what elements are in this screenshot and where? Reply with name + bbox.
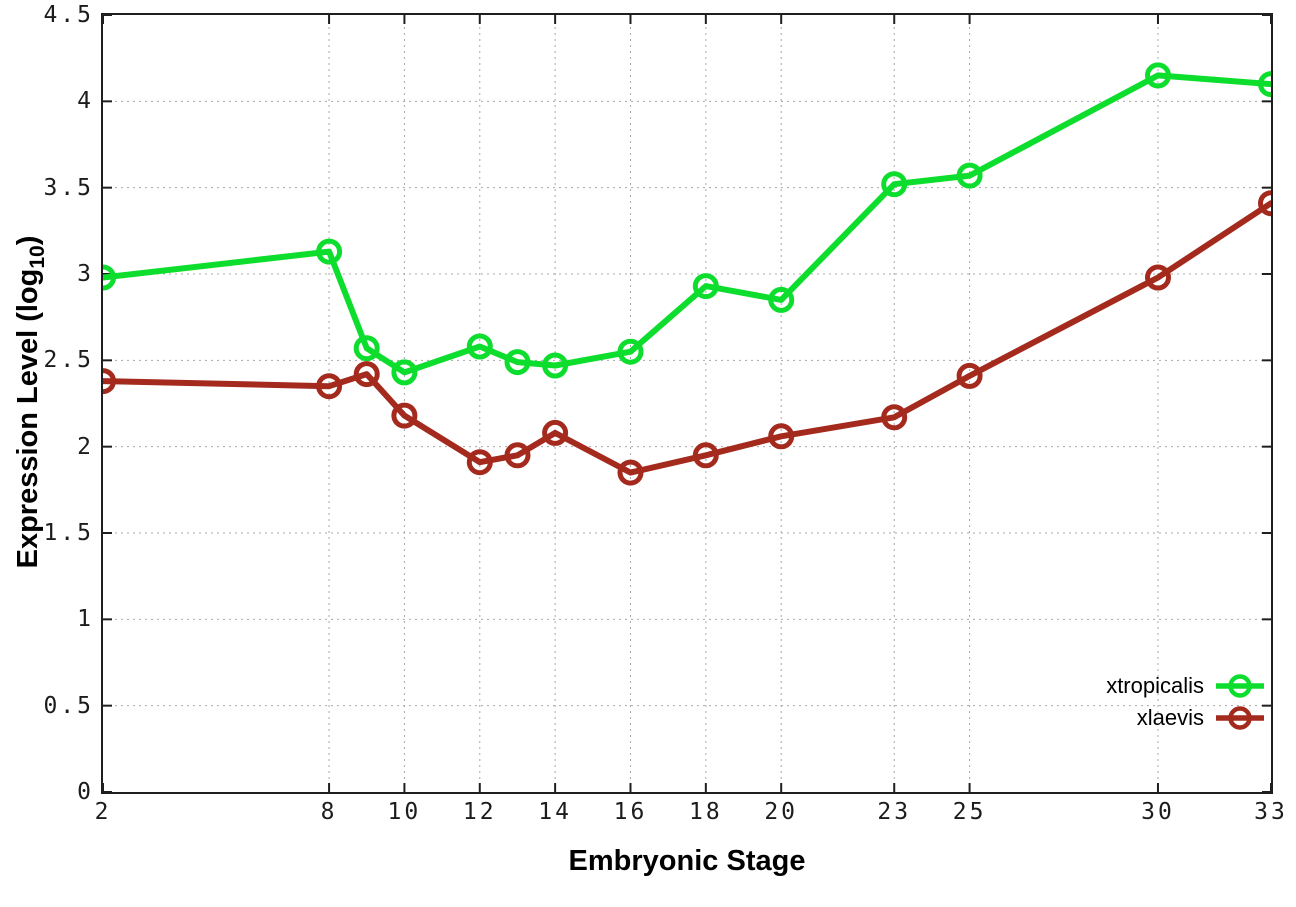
x-tick-label-20: 20: [764, 799, 799, 825]
legend-entry-xtropicalis: xtropicalis: [1106, 670, 1266, 702]
y-tick-label-4: 4: [77, 88, 94, 115]
data-point-xlaevis: [466, 449, 493, 476]
data-point-xlaevis: [504, 442, 531, 469]
legend-label-xlaevis: xlaevis: [1136, 705, 1204, 730]
y-axis-title-close: ): [12, 235, 45, 246]
y-tick-label-2: 2: [77, 433, 94, 460]
x-tick-label-25: 25: [952, 799, 987, 825]
data-point-xlaevis: [316, 373, 343, 400]
y-tick-label-4.5: 4.5: [43, 2, 94, 28]
x-tick-label-18: 18: [688, 799, 723, 825]
data-point-xtropicalis: [956, 162, 983, 189]
legend: xtropicalis xlaevis: [1106, 670, 1266, 734]
data-point-xlaevis: [542, 419, 569, 446]
y-tick-label-1: 1: [77, 606, 94, 633]
y-tick-label-3: 3: [77, 261, 94, 287]
data-point-xtropicalis: [353, 335, 380, 362]
legend-entry-xlaevis: xlaevis: [1137, 702, 1266, 734]
data-point-xtropicalis: [504, 349, 531, 376]
x-tick-label-2: 2: [94, 799, 112, 825]
series-line-xlaevis: [103, 200, 1271, 476]
data-point-xtropicalis: [768, 286, 795, 313]
data-point-xlaevis: [768, 423, 795, 450]
data-point-xlaevis: [881, 404, 908, 431]
x-tick-label-8: 8: [320, 799, 338, 825]
x-tick-label-33: 33: [1254, 799, 1288, 825]
legend-marker-xtropicalis-icon: [1216, 674, 1264, 698]
data-point-xtropicalis: [617, 338, 644, 365]
plot-area: xtropicalis xlaevis: [101, 13, 1273, 794]
y-tick-label-0: 0: [77, 779, 94, 805]
data-point-xlaevis: [103, 368, 116, 395]
data-point-xtropicalis: [542, 352, 569, 379]
data-point-xtropicalis: [692, 273, 719, 300]
x-tick-label-23: 23: [877, 799, 912, 825]
x-tick-label-12: 12: [462, 799, 497, 825]
legend-label-xtropicalis: xtropicalis: [1106, 673, 1204, 698]
data-point-xtropicalis: [1258, 71, 1271, 98]
x-tick-label-30: 30: [1141, 799, 1175, 825]
data-point-xtropicalis: [466, 333, 493, 360]
series-line-xtropicalis: [103, 72, 1271, 376]
data-point-xlaevis: [353, 361, 380, 388]
data-point-xtropicalis: [316, 238, 343, 265]
legend-marker-xlaevis-icon: [1216, 706, 1264, 730]
data-point-xlaevis: [617, 459, 644, 486]
y-tick-label-0.5: 0.5: [43, 692, 94, 719]
data-point-xlaevis: [391, 402, 418, 429]
y-tick-label-3.5: 3.5: [43, 174, 94, 201]
data-point-xlaevis: [956, 362, 983, 389]
x-tick-label-16: 16: [613, 799, 648, 825]
data-point-xtropicalis: [1145, 62, 1171, 89]
data-point-xtropicalis: [103, 264, 116, 291]
data-point-xlaevis: [692, 442, 719, 469]
data-point-xtropicalis: [881, 171, 908, 198]
data-point-xtropicalis: [391, 359, 418, 386]
plot-svg: [103, 15, 1271, 792]
x-axis-title: Embryonic Stage: [568, 845, 806, 877]
y-tick-label-2.5: 2.5: [43, 347, 94, 374]
y-tick-label-1.5: 1.5: [43, 520, 94, 546]
x-tick-label-14: 14: [538, 799, 572, 825]
data-point-xlaevis: [1258, 190, 1271, 217]
data-point-xlaevis: [1145, 264, 1171, 291]
x-tick-label-10: 10: [387, 799, 422, 825]
